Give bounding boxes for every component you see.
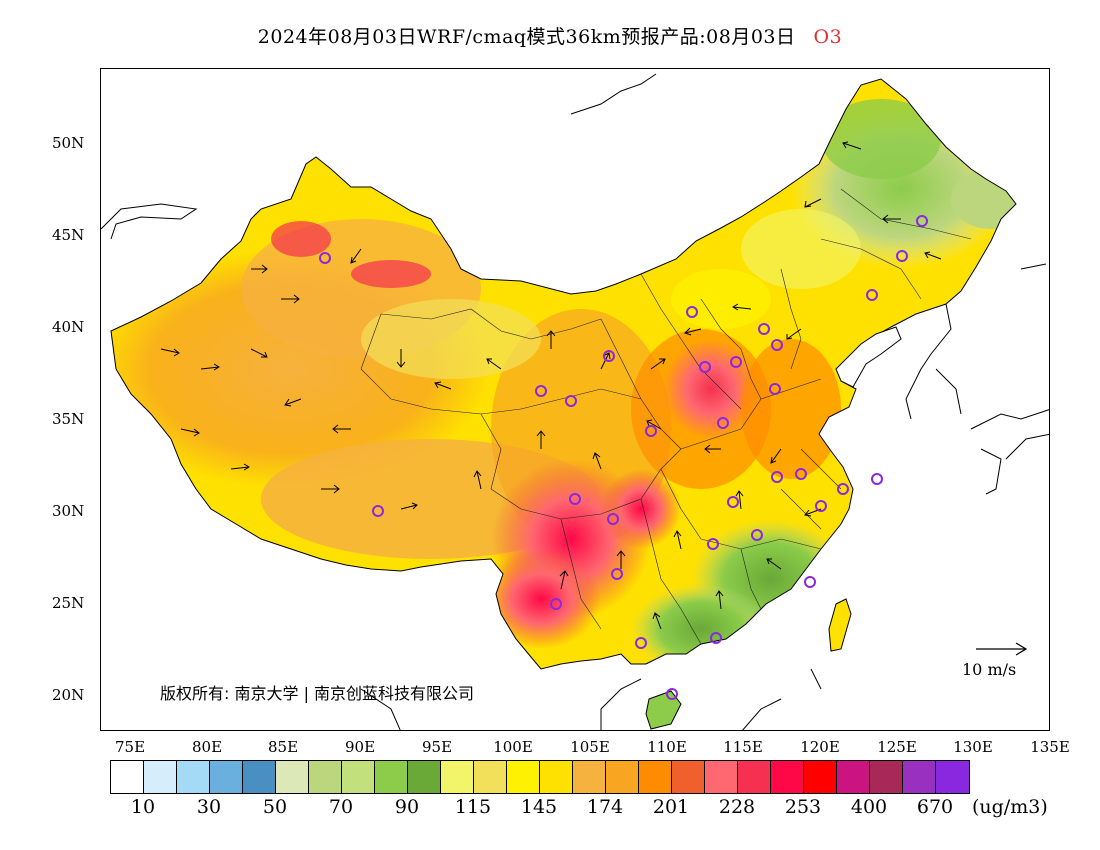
legend-swatch bbox=[540, 761, 573, 793]
title-text: 2024年08月03日WRF/cmaq模式36km预报产品:08月03日 bbox=[257, 26, 796, 48]
wind-vectors bbox=[160, 141, 942, 630]
legend-swatch bbox=[441, 761, 474, 793]
lon-label-125e: 125E bbox=[877, 738, 917, 756]
legend-label: 70 bbox=[328, 796, 354, 818]
lon-label-80e: 80E bbox=[191, 738, 223, 756]
legend-swatch bbox=[342, 761, 375, 793]
pollutant-species: O3 bbox=[813, 26, 843, 48]
lat-label-20n: 20N bbox=[52, 686, 85, 704]
color-legend-unit: (ug/m3) bbox=[972, 796, 1048, 818]
legend-swatch bbox=[375, 761, 408, 793]
lon-label-85e: 85E bbox=[267, 738, 299, 756]
legend-label: 30 bbox=[196, 796, 222, 818]
legend-swatch bbox=[738, 761, 771, 793]
lat-label-25n: 25N bbox=[52, 594, 85, 612]
legend-swatch bbox=[210, 761, 243, 793]
lon-label-110e: 110E bbox=[647, 738, 687, 756]
legend-label: 174 bbox=[586, 796, 624, 818]
legend-swatch bbox=[144, 761, 177, 793]
legend-swatch bbox=[276, 761, 309, 793]
city-markers bbox=[319, 215, 928, 700]
legend-label: 145 bbox=[520, 796, 558, 818]
legend-swatch bbox=[474, 761, 507, 793]
legend-swatch bbox=[804, 761, 837, 793]
legend-swatch bbox=[309, 761, 342, 793]
legend-swatch bbox=[639, 761, 672, 793]
reference-vector-label: 10 m/s bbox=[962, 660, 1017, 679]
lon-label-90e: 90E bbox=[344, 738, 376, 756]
legend-label: 50 bbox=[262, 796, 288, 818]
lat-label-35n: 35N bbox=[52, 410, 85, 428]
lon-label-120e: 120E bbox=[800, 738, 840, 756]
legend-label: 10 bbox=[130, 796, 156, 818]
province-boundaries bbox=[360, 188, 972, 645]
lat-label-40n: 40N bbox=[52, 318, 85, 336]
legend-swatch bbox=[837, 761, 870, 793]
lon-label-105e: 105E bbox=[570, 738, 610, 756]
legend-label: 201 bbox=[652, 796, 690, 818]
color-legend bbox=[110, 760, 970, 794]
legend-label: 228 bbox=[718, 796, 756, 818]
legend-swatch bbox=[111, 761, 144, 793]
legend-label: 670 bbox=[916, 796, 954, 818]
copyright-text: 版权所有: 南京大学 | 南京创蓝科技有限公司 bbox=[160, 684, 475, 703]
lon-label-100e: 100E bbox=[493, 738, 533, 756]
hainan-island bbox=[645, 690, 682, 730]
legend-swatch bbox=[672, 761, 705, 793]
lon-label-95e: 95E bbox=[421, 738, 453, 756]
legend-swatch bbox=[936, 761, 969, 793]
lon-label-115e: 115E bbox=[723, 738, 763, 756]
legend-label: 115 bbox=[454, 796, 492, 818]
legend-swatch bbox=[573, 761, 606, 793]
legend-swatch bbox=[606, 761, 639, 793]
bohai-sea bbox=[835, 326, 902, 388]
legend-swatch bbox=[507, 761, 540, 793]
legend-swatch bbox=[705, 761, 738, 793]
legend-swatch bbox=[243, 761, 276, 793]
legend-label: 400 bbox=[850, 796, 888, 818]
legend-swatch bbox=[771, 761, 804, 793]
legend-swatch bbox=[408, 761, 441, 793]
lat-label-30n: 30N bbox=[52, 502, 85, 520]
map-panel bbox=[100, 68, 1050, 731]
lat-label-45n: 45N bbox=[52, 226, 85, 244]
legend-label: 90 bbox=[394, 796, 420, 818]
legend-swatch bbox=[870, 761, 903, 793]
legend-label: 253 bbox=[784, 796, 822, 818]
lon-label-135e: 135E bbox=[1030, 738, 1070, 756]
taiwan-island bbox=[828, 598, 852, 652]
forecast-map bbox=[101, 73, 1049, 730]
lon-label-75e: 75E bbox=[114, 738, 146, 756]
chart-title: 2024年08月03日WRF/cmaq模式36km预报产品:08月03日 O3 bbox=[0, 22, 1100, 49]
legend-swatch bbox=[903, 761, 936, 793]
legend-swatch bbox=[177, 761, 210, 793]
lon-label-130e: 130E bbox=[953, 738, 993, 756]
reference-vector-arrow bbox=[976, 642, 1028, 656]
lat-label-50n: 50N bbox=[52, 134, 85, 152]
